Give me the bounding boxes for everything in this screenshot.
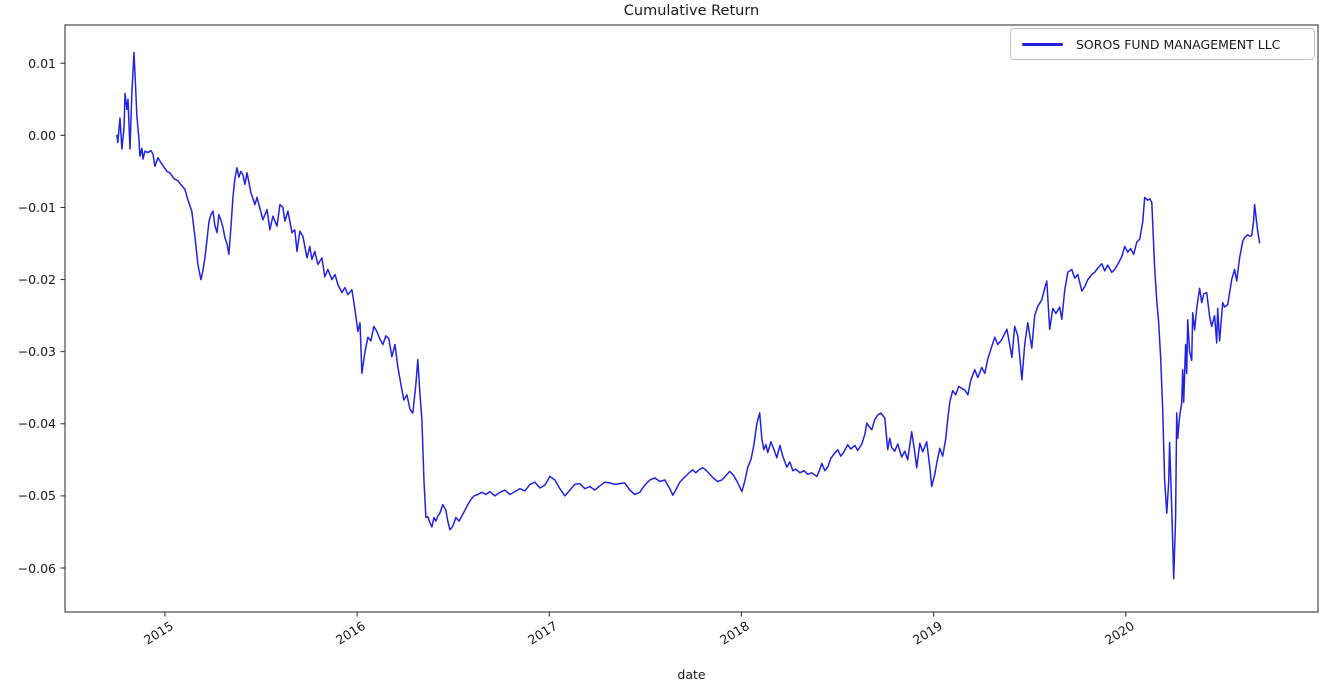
series-line-soros-fund — [116, 51, 1261, 580]
y-tick-label: −0.06 — [17, 560, 56, 576]
y-tick-label: 0.00 — [28, 127, 56, 143]
legend: SOROS FUND MANAGEMENT LLC — [1010, 28, 1315, 60]
y-tick-label: −0.02 — [17, 272, 56, 288]
y-tick-label: −0.05 — [17, 488, 56, 504]
legend-line-icon — [1022, 42, 1063, 46]
y-tick-label: −0.04 — [17, 416, 56, 432]
y-tick-label: −0.01 — [17, 199, 56, 215]
y-tick-label: 0.01 — [28, 55, 56, 71]
x-axis-label: date — [677, 667, 706, 682]
chart-title: Cumulative Return — [623, 3, 760, 19]
axes-frame — [64, 24, 1319, 613]
y-tick-label: −0.03 — [17, 344, 56, 360]
legend-label: SOROS FUND MANAGEMENT LLC — [1076, 36, 1281, 52]
